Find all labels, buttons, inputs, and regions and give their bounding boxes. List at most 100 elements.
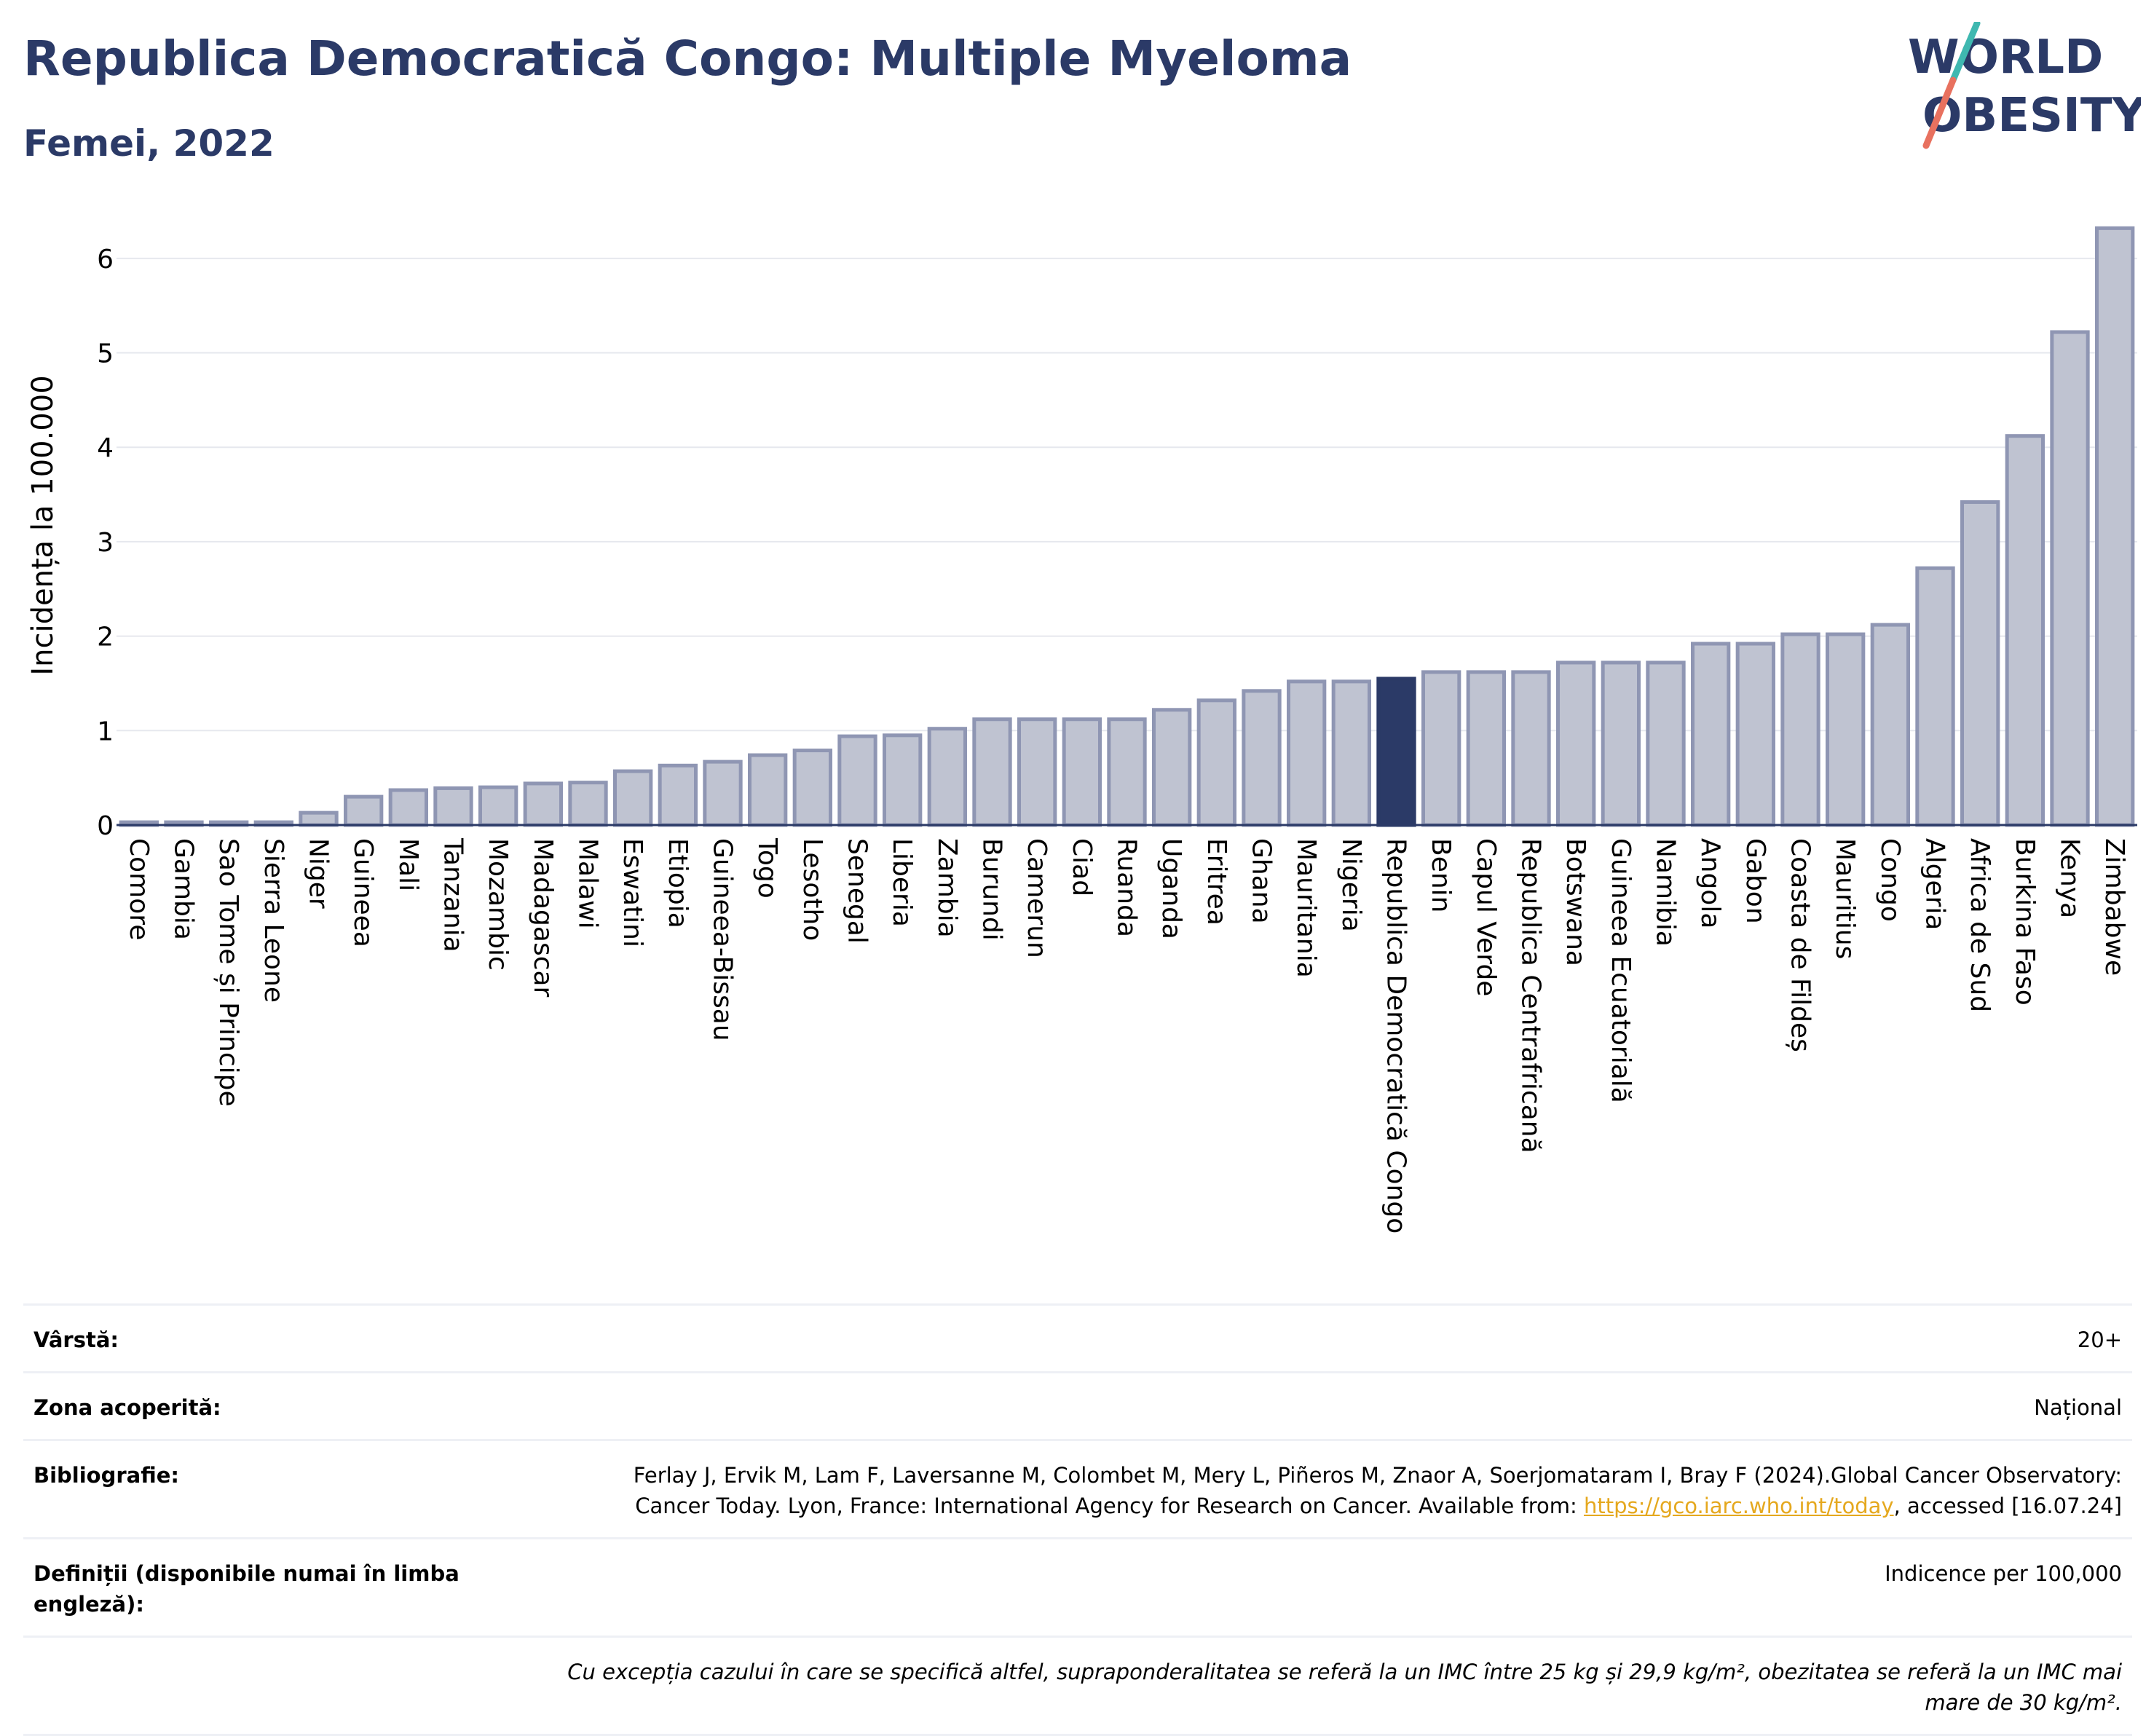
x-tick-label: Botswana [1561,838,1590,966]
bar-togo [748,753,788,827]
x-tick-label: Tanzania [438,837,468,952]
y-tick-label: 0 [97,811,114,841]
x-tick-label: Ciad [1067,838,1097,896]
x-tick-label: Sao Tome și Principe [213,838,243,1107]
x-tick-label: Republica Democratică Congo [1381,838,1411,1234]
svg-text:OBESITY: OBESITY [1922,89,2141,143]
bar-republica-democratică-congo [1376,676,1416,827]
svg-text:WORLD: WORLD [1908,31,2103,84]
bar-etiopia [658,763,698,827]
x-tick-label: Capul Verde [1471,838,1501,996]
x-tick-label: Guineea Ecuatorială [1606,838,1636,1103]
bar-eswatini [613,769,653,827]
x-tick-label: Eritrea [1202,838,1231,926]
x-tick-label: Nigeria [1336,838,1366,932]
bar-lesotho [792,749,832,827]
bar-mauritania [1287,679,1327,827]
bar-madagascar [523,781,564,827]
bar-gabon [1735,642,1776,827]
bar-guineea-ecuatorială [1601,660,1641,827]
bar-africa-de-sud [1960,500,2000,827]
info-row-note: Cu excepția cazului în care se specifică… [23,1636,2132,1736]
bar-angola [1691,642,1731,827]
bar-nigeria [1331,679,1371,827]
y-axis-ticks: 0 1 2 3 4 5 6 [97,245,114,841]
bar-guineea-bissau [703,760,743,827]
x-tick-label: Etiopia [663,838,693,928]
x-tick-label: Madagascar [528,838,558,998]
x-tick-label: Burundi [977,838,1007,941]
x-tick-label: Sierra Leone [259,838,288,1003]
x-tick-label: Gambia [169,838,199,940]
bar-capul-verde [1466,670,1506,827]
x-tick-label: Mauritania [1291,838,1321,978]
bar-senegal [837,734,877,827]
x-tick-label: Mauritius [1830,838,1860,959]
bar-namibia [1646,660,1686,827]
x-tick-label: Lesotho [797,838,827,941]
x-tick-label: Zambia [932,838,962,938]
bar-camerun [1017,717,1057,827]
zone-value: Național [2034,1395,2122,1420]
y-tick-label: 6 [97,245,114,275]
x-tick-label: Congo [1875,838,1905,922]
bar-ghana [1242,689,1282,827]
y-tick-label: 1 [97,717,114,746]
x-tick-label: Kenya [2055,838,2085,918]
bar-ciad [1062,717,1102,827]
bar-ruanda [1107,717,1147,827]
y-axis-title: Incidența la 100.000 [26,375,60,675]
x-tick-label: Eswatini [618,838,647,947]
definitions-value: Indicence per 100,000 [1885,1561,2122,1586]
y-tick-label: 3 [97,528,114,558]
x-tick-label: Malawi [573,838,603,929]
bibliography-value: Ferlay J, Ervik M, Lam F, Laversanne M, … [556,1460,2122,1521]
bar-mali [388,788,429,827]
x-tick-label: Comore [124,838,154,940]
x-tick-label: Senegal [843,838,872,944]
x-tick-label: Ghana [1247,838,1277,924]
bar-tanzania [433,786,473,827]
info-row-zone: Zona acoperită: Național [23,1371,2132,1439]
x-tick-label: Guineea-Bissau [708,838,738,1041]
bar-republica-centrafricană [1511,670,1551,827]
bar-chart: 0 1 2 3 4 5 6 Comore Gambia Sao Tome și Principe… [26,226,2137,1234]
x-tick-label: Uganda [1156,838,1186,939]
info-table: Vârstă: 20+ Zona acoperită: Național Bib… [23,1303,2132,1736]
bar-botswana [1556,660,1596,827]
x-axis-labels: Comore Gambia Sao Tome și Principe Sierra L… [124,837,2129,1234]
bar-zimbabwe [2095,226,2135,827]
bibliography-link[interactable]: https://gco.iarc.who.int/today [1583,1494,1894,1518]
bar-eritrea [1196,698,1236,827]
x-tick-label: Mali [393,838,423,891]
x-tick-label: Niger [304,838,334,909]
bar-mauritius [1826,632,1866,827]
x-tick-label: Ruanda [1112,838,1142,937]
bar-liberia [883,733,923,827]
x-tick-label: Camerun [1022,838,1052,958]
bar-guineea [344,794,384,827]
x-tick-label: Mozambic [483,838,513,971]
bibliography-accessed: , accessed [16.07.24] [1893,1494,2122,1518]
x-tick-label: Burkina Faso [2010,838,2040,1006]
bar-kenya [2050,330,2090,827]
bar-coasta-de-fildeș [1780,632,1820,827]
bar-burundi [972,717,1012,827]
x-tick-label: Benin [1426,838,1456,912]
x-tick-label: Angola [1695,838,1725,928]
x-tick-label: Zimbabwe [2099,838,2129,976]
x-tick-label: Algeria [1920,838,1950,931]
page-subtitle: Femei, 2022 [23,122,275,165]
info-row-bibliography: Bibliografie: Ferlay J, Ervik M, Lam F, … [23,1439,2132,1537]
bar-burkina-faso [2005,434,2045,827]
bar-zambia [927,727,967,827]
y-tick-label: 2 [97,623,114,652]
x-tick-label: Liberia [887,838,917,927]
bar-benin [1421,670,1461,827]
bibliography-text: Ferlay J, Ervik M, Lam F, Laversanne M, … [633,1463,2122,1518]
zone-label: Zona acoperită: [33,1395,221,1420]
definitions-label: Definiții (disponibile numai în limba en… [33,1561,459,1617]
age-value: 20+ [2077,1327,2122,1352]
bibliography-label: Bibliografie: [33,1463,179,1488]
bar-niger [299,810,339,827]
